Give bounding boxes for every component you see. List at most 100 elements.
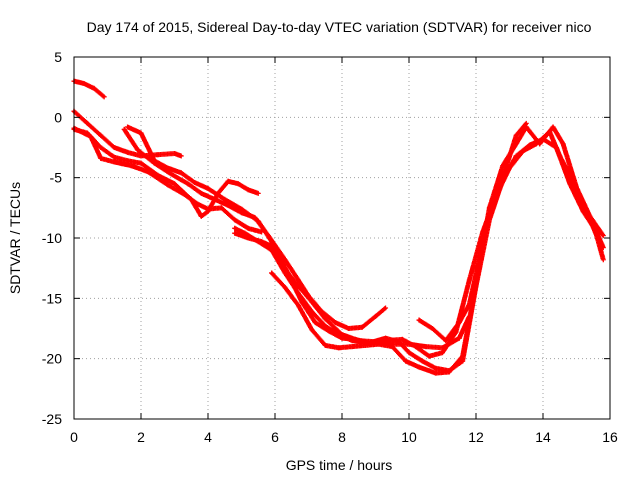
x-tick-label: 0 [70,429,78,445]
data-point [389,344,395,350]
data-point [322,342,328,348]
series-track-3 [71,126,261,219]
data-point [537,141,543,147]
data-point [346,326,352,331]
data-point [232,230,238,236]
x-axis-label: GPS time / hours [286,457,393,473]
data-point [245,235,251,241]
series-track-10 [416,120,529,344]
data-point [466,277,472,283]
data-point [419,358,425,364]
x-tick-label: 8 [338,429,346,445]
data-point [168,171,174,177]
y-tick-label: 0 [54,109,62,125]
data-point [456,335,462,341]
data-point [600,233,606,239]
data-point [336,345,342,351]
data-point [600,245,606,251]
data-point [138,130,144,136]
series-track-8 [232,136,606,374]
data-point [426,353,432,359]
data-point [172,181,177,187]
data-point [580,208,586,214]
data-point [429,326,435,331]
y-tick-label: -5 [50,170,63,186]
y-tick-label: -20 [42,351,62,367]
x-tick-label: 10 [401,429,417,445]
data-point [255,218,261,224]
data-point [165,165,171,171]
data-point [399,336,405,342]
data-point [235,181,241,187]
data-point [486,211,492,217]
y-tick-label: 5 [54,49,62,65]
data-point [205,186,211,192]
data-point [145,169,151,175]
data-point [98,132,104,138]
data-point [433,370,439,376]
data-point [550,124,556,130]
data-point [88,134,94,140]
data-point [98,145,104,150]
data-point [192,179,198,185]
data-point [523,120,529,126]
grid-lines [74,57,610,419]
data-point [172,151,177,157]
data-point [205,206,211,212]
data-point [125,124,131,130]
data-point [460,358,466,364]
data-point [423,344,429,350]
series-track-9 [269,124,606,376]
data-point [165,182,171,188]
axis-ticks: 0 2 4 6 8 10 12 14 16 5 0 -5 -10 -15 -20 -25 [42,49,618,445]
data-point [272,245,278,251]
data-point [473,271,479,277]
y-tick-label: -10 [42,230,62,246]
data-point [383,305,389,311]
data-point [433,365,439,371]
data-point [309,299,315,305]
data-point [111,145,117,150]
y-tick-label: -15 [42,290,62,306]
data-point [101,94,107,100]
data-point [239,206,244,212]
data-point [440,350,445,356]
data-point [349,344,355,350]
data-point [396,339,402,345]
data-points [71,78,606,376]
data-point [322,316,328,322]
y-tick-label: -25 [42,411,62,427]
data-point [91,85,97,91]
data-point [413,344,419,350]
data-point [232,217,238,223]
data-point [309,327,315,333]
data-point [403,358,409,364]
data-point [212,196,218,202]
data-point [125,149,131,155]
data-point [443,338,449,344]
data-point [553,145,559,150]
data-point [295,277,301,283]
data-point [178,153,184,159]
x-tick-label: 14 [535,429,551,445]
data-point [198,190,204,196]
data-point [135,147,141,153]
data-point [182,192,188,198]
data-point [218,205,224,211]
data-point [222,196,228,202]
x-tick-label: 4 [204,429,212,445]
data-point [416,317,422,323]
data-point [352,336,358,342]
data-point [600,257,606,263]
data-point [376,341,382,347]
data-point [295,283,301,289]
data-point [121,126,127,132]
series-track-4 [71,125,265,235]
data-point [359,324,365,330]
data-point [84,120,90,126]
x-tick-label: 16 [602,429,618,445]
data-point [587,213,593,219]
data-point [269,270,275,276]
data-point [574,184,579,190]
